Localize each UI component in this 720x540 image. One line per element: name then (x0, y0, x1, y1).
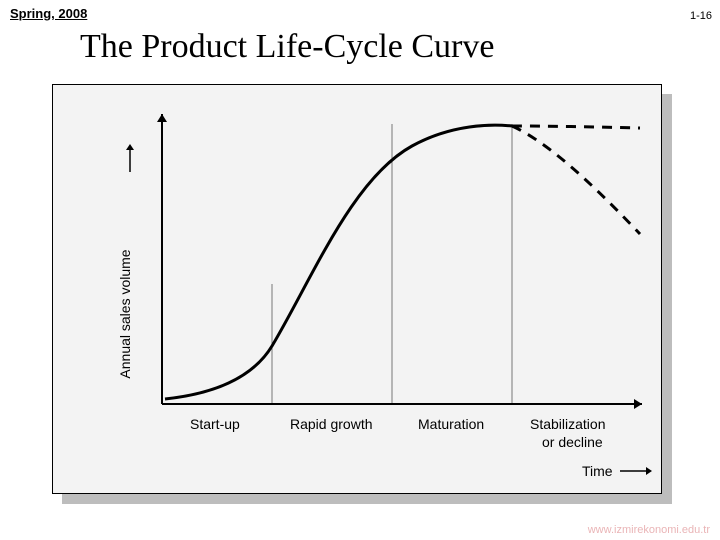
x-axis-arrowhead (634, 399, 642, 409)
y-axis-label: Annual sales volume (117, 249, 133, 378)
curve-stabilization (512, 126, 640, 128)
stage-dividers (272, 124, 512, 404)
stage-label: Start-up (190, 416, 240, 432)
header-term: Spring, 2008 (10, 6, 87, 21)
chart-container: Start-up Rapid growth Maturation Stabilizat… (52, 84, 672, 504)
footer-url: www.izmirekonomi.edu.tr (588, 524, 710, 536)
page-number: 1-16 (690, 10, 712, 22)
x-axis-label-arrowhead (646, 467, 652, 475)
stage-label: Rapid growth (290, 416, 373, 432)
curve-decline (512, 126, 640, 234)
stage-label: Maturation (418, 416, 484, 432)
curve-main (165, 125, 512, 399)
y-axis-arrowhead (157, 114, 167, 122)
slide-title: The Product Life-Cycle Curve (80, 28, 494, 66)
axes (157, 114, 642, 409)
y-axis-label-arrowhead (126, 144, 134, 150)
stage-label: or decline (542, 434, 603, 450)
x-axis-label: Time (582, 463, 613, 479)
lifecycle-chart: Start-up Rapid growth Maturation Stabilizat… (52, 84, 662, 494)
stage-label: Stabilization (530, 416, 606, 432)
stage-labels: Start-up Rapid growth Maturation Stabilizat… (190, 416, 606, 450)
